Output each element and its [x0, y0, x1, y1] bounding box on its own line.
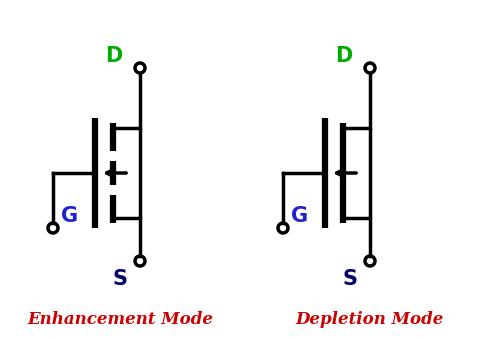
- Text: Depletion Mode: Depletion Mode: [296, 312, 444, 329]
- Text: G: G: [291, 206, 308, 226]
- Text: Enhancement Mode: Enhancement Mode: [27, 312, 213, 329]
- Text: D: D: [335, 46, 352, 66]
- Text: D: D: [105, 46, 122, 66]
- Text: G: G: [61, 206, 78, 226]
- Text: S: S: [113, 269, 128, 289]
- Text: S: S: [343, 269, 358, 289]
